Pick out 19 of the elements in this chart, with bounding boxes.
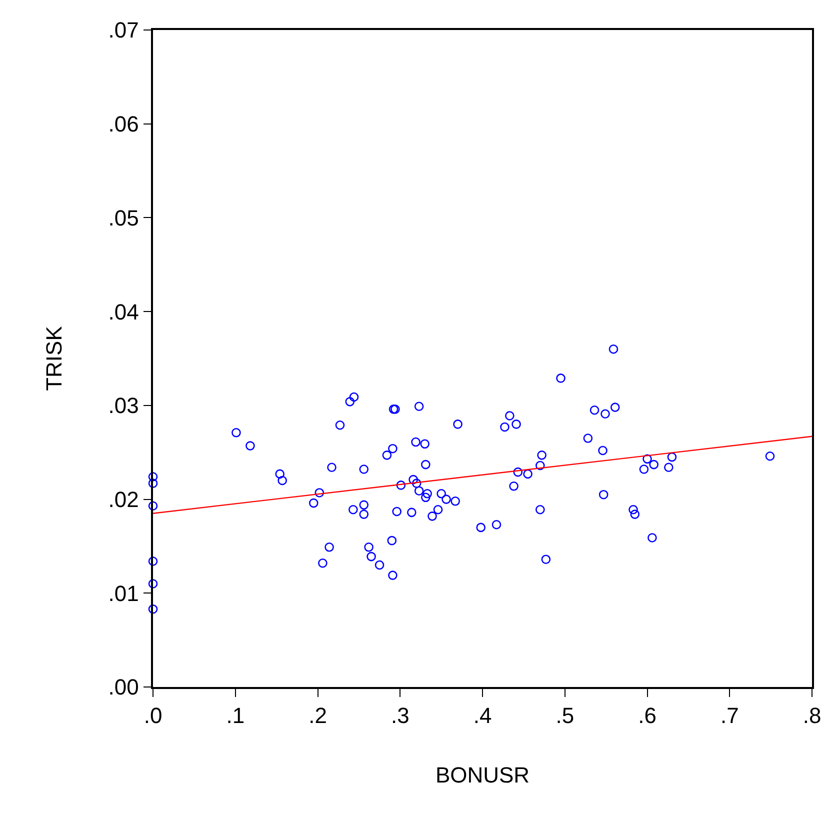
y-tick-label: .02 — [108, 486, 139, 512]
y-tick-label: .05 — [108, 205, 139, 230]
y-tick-label: .07 — [108, 18, 139, 43]
y-tick-label: .06 — [108, 112, 139, 137]
x-tick-label: .4 — [473, 703, 492, 728]
x-tick-label: .1 — [226, 703, 245, 728]
y-tick-label: .00 — [108, 674, 139, 700]
x-tick-label: .2 — [308, 703, 327, 728]
x-tick-label: .3 — [390, 703, 410, 728]
y-axis-title: TRISK — [42, 326, 67, 391]
x-tick-label: .6 — [638, 703, 656, 728]
x-tick-label: .5 — [556, 703, 574, 728]
x-tick-label: .8 — [802, 703, 822, 728]
x-tick-label: .7 — [720, 703, 739, 728]
x-axis-title: BONUSR — [435, 762, 530, 788]
y-tick-label: .03 — [108, 393, 139, 418]
x-tick-label: .0 — [144, 703, 162, 728]
y-tick-label: .04 — [108, 299, 139, 324]
y-tick-label: .01 — [108, 580, 139, 606]
